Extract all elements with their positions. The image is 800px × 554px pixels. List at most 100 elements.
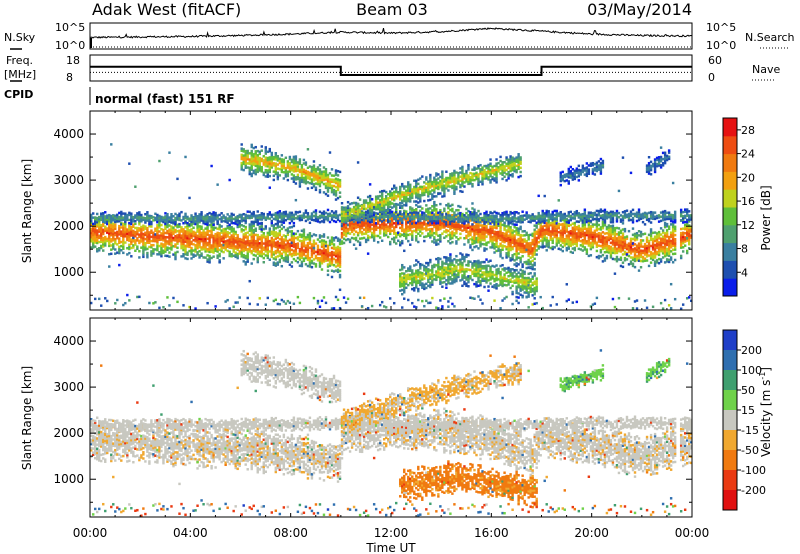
range-gate-cell [421,284,424,287]
range-gate-cell [388,297,392,300]
range-gate-cell [445,216,448,220]
range-gate-cell [314,254,318,258]
range-gate-cell [447,202,450,206]
range-gate-cell [310,243,314,246]
range-gate-cell [477,272,480,275]
range-gate-cell [495,235,498,238]
range-gate-cell [471,272,474,275]
range-gate-cell [429,180,432,183]
range-gate-cell [98,249,101,252]
range-gate-cell [214,232,217,236]
range-gate-cell [479,267,482,270]
range-gate-cell [318,234,322,237]
range-gate-cell [240,215,243,219]
range-gate-cell [499,232,502,235]
range-gate-cell [290,213,294,217]
range-gate-cell [449,265,452,269]
range-gate-cell [374,228,378,231]
range-gate-cell [312,218,316,222]
range-gate-cell [296,295,300,299]
range-gate-cell [479,221,482,224]
range-gate-cell [140,234,143,237]
range-gate-cell [421,185,424,189]
range-gate-cell [260,225,263,229]
range-gate-cell [397,221,400,225]
range-gate-cell [202,221,205,225]
range-gate-cell [455,223,458,227]
range-gate-cell [240,155,243,159]
range-gate-cell [485,281,488,284]
range-gate-cell [98,220,101,223]
range-gate-cell [501,161,504,164]
range-gate-cell [459,264,462,268]
range-gate-cell [469,178,472,181]
range-gate-cell [413,223,416,226]
range-gate-cell [461,270,464,273]
range-gate-cell [144,217,147,220]
range-gate-cell [250,245,253,249]
range-gate-cell [96,221,99,224]
range-gate-cell [459,258,462,261]
range-gate-cell [475,226,478,229]
range-gate-cell [441,305,444,308]
range-gate-cell [306,254,310,257]
range-gate-cell [403,291,406,294]
range-gate-cell [128,231,131,234]
range-gate-cell [411,216,414,219]
range-gate-cell [246,239,249,243]
range-gate-cell [409,226,412,230]
range-gate-cell [465,178,468,181]
range-gate-cell [312,241,316,245]
range-gate-cell [152,302,155,305]
range-gate-cell [296,167,300,170]
range-gate-cell [310,234,314,238]
range-gate-cell [210,250,213,253]
range-gate-cell [475,228,478,232]
range-gate-cell [208,250,211,254]
range-gate-cell [447,275,450,279]
range-gate-cell [507,172,510,176]
range-gate-cell [411,214,414,217]
range-gate-cell [298,176,302,180]
range-gate-cell [214,237,217,240]
range-gate-cell [274,162,278,165]
range-gate-cell [212,226,215,229]
range-gate-cell [405,201,408,205]
range-gate-cell [138,241,141,245]
range-gate-cell [431,227,434,231]
range-gate-cell [461,261,464,265]
range-gate-cell [288,221,292,225]
range-gate-cell [427,272,430,275]
range-gate-cell [108,223,111,227]
range-gate-cell [501,246,504,249]
range-gate-cell [376,212,380,216]
range-gate-cell [92,237,95,241]
range-gate-cell [282,211,286,214]
range-gate-cell [358,216,362,220]
range-gate-cell [252,245,255,248]
range-gate-cell [102,214,105,217]
range-gate-cell [411,271,414,274]
range-gate-cell [393,203,396,206]
range-gate-cell [296,217,300,220]
range-gate-cell [190,248,193,252]
range-gate-cell [276,248,280,252]
range-gate-cell [429,190,432,193]
range-gate-cell [441,232,444,235]
range-gate-cell [224,300,227,303]
range-gate-cell [393,238,396,242]
range-gate-cell [477,240,480,244]
range-gate-cell [132,215,135,219]
range-gate-cell [180,234,183,237]
range-gate-cell [98,222,101,225]
range-gate-cell [130,212,133,215]
range-gate-cell [330,263,334,266]
range-gate-cell [270,164,274,167]
range-gate-cell [489,172,492,176]
range-gate-cell [294,245,298,248]
range-gate-cell [497,212,500,215]
range-gate-cell [495,224,498,228]
range-gate-cell [110,218,113,222]
range-gate-cell [102,220,105,224]
range-gate-cell [312,246,316,250]
